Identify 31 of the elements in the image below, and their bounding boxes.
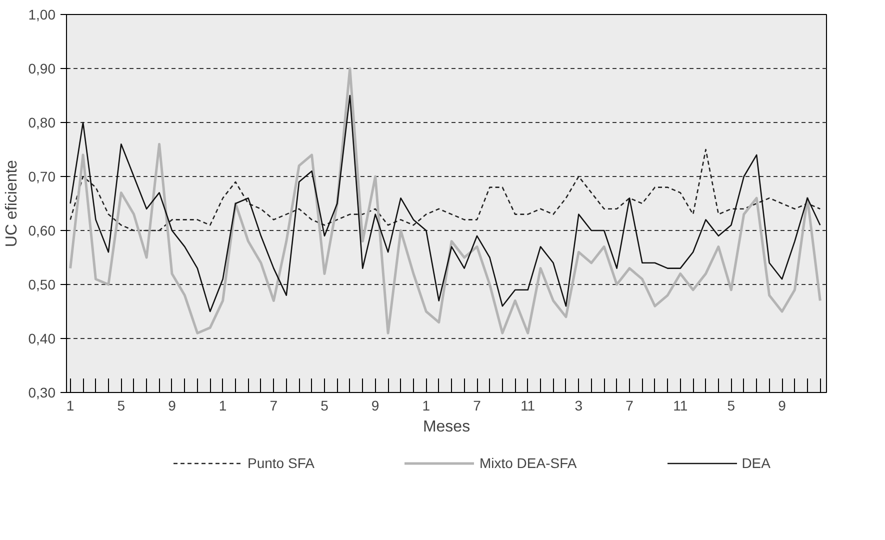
y-tick-label: 0,60 (28, 222, 56, 238)
x-tick-label: 1 (422, 398, 430, 414)
legend-label: DEA (742, 455, 770, 471)
x-tick-label: 1 (218, 398, 227, 414)
x-tick-label: 7 (626, 398, 634, 414)
legend-label: Mixto DEA-SFA (479, 455, 577, 471)
x-tick-label: 5 (117, 398, 126, 414)
legend-label: Punto SFA (248, 455, 314, 471)
x-tick-label: 7 (473, 398, 482, 414)
line-series (69, 67, 822, 334)
x-tick-label: 11 (673, 398, 688, 414)
y-tick-label: 0,80 (28, 114, 56, 130)
y-tick-label: 0,70 (28, 168, 56, 184)
x-tick-label: 3 (574, 398, 583, 414)
y-axis-title: UC eficiente (3, 160, 20, 248)
x-tick-label: 1 (66, 398, 74, 414)
line-series (70, 148, 821, 232)
y-tick-label: 0,30 (28, 384, 56, 400)
y-tick-label: 0,90 (28, 60, 56, 76)
y-tick-label: 0,50 (28, 276, 56, 292)
x-tick-label: 5 (727, 398, 736, 414)
line-series (70, 94, 821, 312)
x-tick-label: 9 (778, 398, 786, 414)
x-tick-label: 7 (270, 398, 278, 414)
y-tick-label: 1,00 (28, 6, 56, 22)
x-tick-label: 5 (320, 398, 329, 414)
x-axis-title: Meses (422, 418, 470, 436)
x-tick-label: 9 (371, 398, 380, 414)
x-tick-label: 9 (168, 398, 176, 414)
y-tick-label: 0,40 (28, 330, 56, 346)
x-tick-label: 11 (520, 398, 536, 414)
